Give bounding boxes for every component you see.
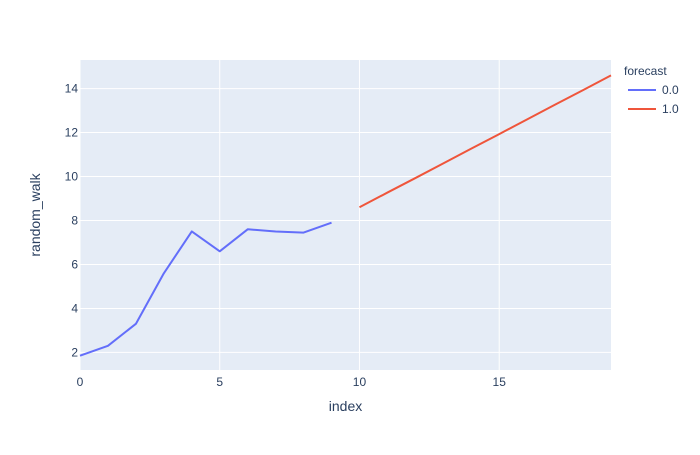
y-tick-label: 8 (71, 213, 78, 227)
x-tick-label: 5 (216, 375, 223, 389)
legend-item-1[interactable]: 1.0 (628, 102, 679, 116)
y-tick-label: 2 (71, 345, 78, 359)
grid-lines (79, 60, 611, 370)
series-line-0[interactable] (79, 221, 332, 357)
legend-label-0: 0.0 (662, 83, 679, 97)
series-line-1[interactable] (359, 74, 612, 209)
x-axis-ticks: 0 5 10 15 (77, 375, 507, 389)
y-tick-label: 10 (65, 170, 79, 184)
x-tick-label: 0 (77, 375, 84, 389)
y-tick-label: 14 (65, 82, 79, 96)
x-tick-label: 10 (353, 375, 367, 389)
legend-item-0[interactable]: 0.0 (628, 83, 679, 97)
legend-label-1: 1.0 (662, 102, 679, 116)
y-tick-label: 4 (71, 301, 78, 315)
x-axis-title: index (329, 398, 362, 414)
x-tick-label: 15 (493, 375, 507, 389)
legend-title: forecast (624, 64, 667, 78)
y-axis-ticks: 2 4 6 8 10 12 14 (65, 82, 79, 360)
legend: forecast 0.0 1.0 (624, 64, 679, 116)
y-axis-title: random_walk (27, 172, 43, 256)
y-tick-label: 6 (71, 257, 78, 271)
series-lines (79, 74, 612, 357)
y-tick-label: 12 (65, 126, 79, 140)
plot-area-background (80, 60, 611, 370)
